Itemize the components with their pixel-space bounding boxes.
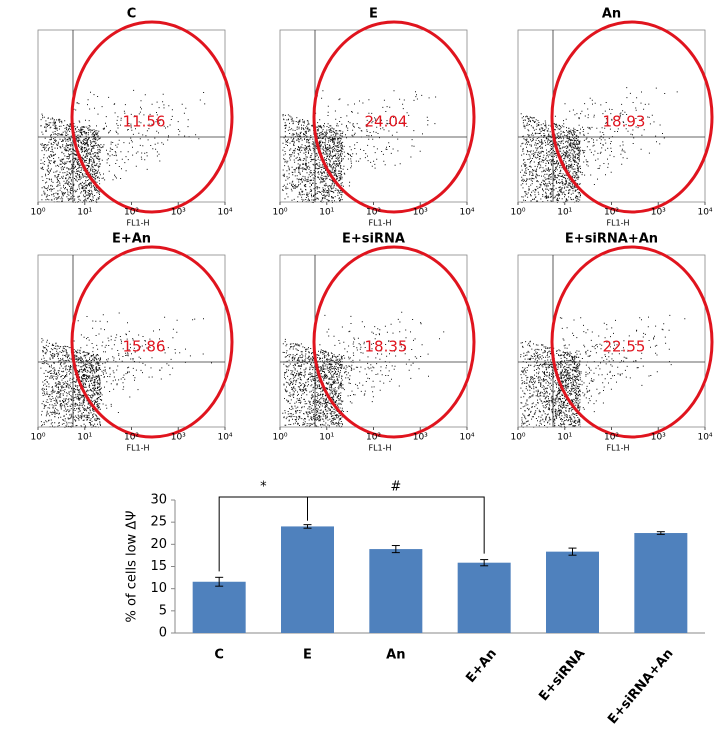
x-axis-label: FL1-H — [126, 444, 149, 453]
error-bar — [656, 531, 665, 535]
x-axis-label: FL1-H — [126, 219, 149, 228]
x-tick-label: 10² — [366, 208, 381, 218]
flow-panel: An 18.93 10⁰ 10¹ 10² 10³ 10⁴ FL1-H — [510, 7, 714, 228]
x-tick-label: 10⁴ — [697, 208, 712, 218]
events — [40, 312, 213, 428]
x-tick-label: 10⁰ — [272, 208, 287, 218]
panel-title: C — [127, 7, 137, 22]
x-tick-label: 10² — [124, 208, 139, 218]
gate-value: 18.35 — [365, 338, 408, 356]
panel-title: E+siRNA — [342, 232, 405, 247]
x-tick-label: 10³ — [651, 208, 666, 218]
gate-circle — [70, 20, 234, 214]
events — [520, 87, 678, 203]
x-tick-label: 10¹ — [557, 433, 572, 443]
bar — [281, 526, 334, 633]
x-tick-label: E — [303, 648, 312, 663]
flow-panel: E+siRNA 18.35 10⁰ 10¹ 10² 10³ 10⁴ FL1-H — [272, 232, 476, 453]
panel-title: An — [602, 7, 621, 22]
x-tick-label: E+An — [463, 646, 500, 686]
flow-panel: E+siRNA+An 22.55 10⁰ 10¹ 10² 10³ 10⁴ FL1-H — [510, 232, 714, 453]
y-tick-label: 10 — [150, 581, 167, 596]
gate-circle — [70, 245, 234, 439]
x-tick-label: 10¹ — [557, 208, 572, 218]
x-tick-label: An — [386, 648, 405, 663]
gate-value: 24.04 — [365, 113, 408, 131]
gate-value: 18.93 — [603, 113, 646, 131]
gate-circle — [312, 20, 476, 214]
significance-bracket — [307, 496, 485, 554]
x-tick-label: 10² — [604, 433, 619, 443]
error-bar — [480, 559, 489, 567]
gate-circle — [312, 245, 476, 439]
panel-title: E+siRNA+An — [565, 232, 658, 247]
annotation: # — [390, 480, 401, 495]
flow-panel: E 24.04 10⁰ 10¹ 10² 10³ 10⁴ FL1-H — [272, 7, 476, 228]
x-axis-label: FL1-H — [606, 219, 629, 228]
y-tick-label: 5 — [159, 603, 167, 618]
x-tick-label: 10³ — [413, 433, 428, 443]
panel-title: E+An — [112, 232, 151, 247]
bar — [192, 581, 246, 633]
error-bar — [303, 524, 312, 529]
x-tick-label: 10¹ — [319, 433, 334, 443]
x-tick-label: E+siRNA+An — [605, 646, 676, 727]
x-tick-label: 10⁴ — [217, 433, 232, 443]
events — [282, 311, 445, 428]
x-tick-label: 10⁴ — [217, 208, 232, 218]
y-axis-label: % of cells low ΔΨ — [125, 511, 140, 623]
x-tick-label: 10⁰ — [30, 208, 45, 218]
events — [40, 89, 206, 203]
x-tick-label: 10² — [366, 433, 381, 443]
flow-panel: E+An 15.86 10⁰ 10¹ 10² 10³ 10⁴ FL1-H — [30, 232, 234, 453]
error-bar — [215, 576, 224, 587]
x-tick-label: 10³ — [171, 433, 186, 443]
bar — [634, 533, 688, 633]
error-bar — [568, 547, 577, 556]
x-tick-label: E+siRNA — [536, 646, 588, 704]
bar — [369, 549, 423, 633]
flow-panel: C 11.56 10⁰ 10¹ 10² 10³ 10⁴ FL1-H — [30, 7, 234, 228]
annotation: * — [260, 480, 267, 495]
x-tick-label: 10⁴ — [459, 208, 474, 218]
x-tick-label: 10² — [124, 433, 139, 443]
x-tick-label: 10¹ — [77, 208, 92, 218]
x-tick-label: 10¹ — [77, 433, 92, 443]
panel-title: E — [369, 7, 378, 22]
events — [520, 314, 686, 428]
y-tick-label: 15 — [150, 559, 167, 574]
bar — [546, 551, 599, 633]
bar — [457, 562, 511, 633]
x-tick-label: 10⁰ — [510, 208, 525, 218]
y-tick-label: 25 — [150, 515, 167, 530]
y-tick-label: 30 — [150, 493, 167, 508]
gate-value: 22.55 — [603, 338, 646, 356]
gate-value: 15.86 — [123, 338, 166, 356]
x-tick-label: 10³ — [171, 208, 186, 218]
x-axis-label: FL1-H — [606, 444, 629, 453]
x-axis-label: FL1-H — [368, 219, 391, 228]
y-tick-label: 0 — [159, 626, 167, 641]
gate-value: 11.56 — [123, 113, 166, 131]
bracket-line — [307, 496, 485, 554]
x-axis-label: FL1-H — [368, 444, 391, 453]
x-tick-label: 10² — [604, 208, 619, 218]
x-tick-label: C — [214, 648, 224, 663]
x-tick-label: 10⁰ — [30, 433, 45, 443]
error-bar — [391, 545, 400, 554]
x-tick-label: 10⁴ — [697, 433, 712, 443]
gate-circle — [550, 20, 714, 214]
x-tick-label: 10⁰ — [510, 433, 525, 443]
events — [282, 90, 437, 203]
x-tick-label: 10³ — [651, 433, 666, 443]
x-tick-label: 10³ — [413, 208, 428, 218]
gate-circle — [550, 245, 714, 439]
y-tick-label: 20 — [150, 537, 167, 552]
x-tick-label: 10⁰ — [272, 433, 287, 443]
x-tick-label: 10¹ — [319, 208, 334, 218]
x-tick-label: 10⁴ — [459, 433, 474, 443]
